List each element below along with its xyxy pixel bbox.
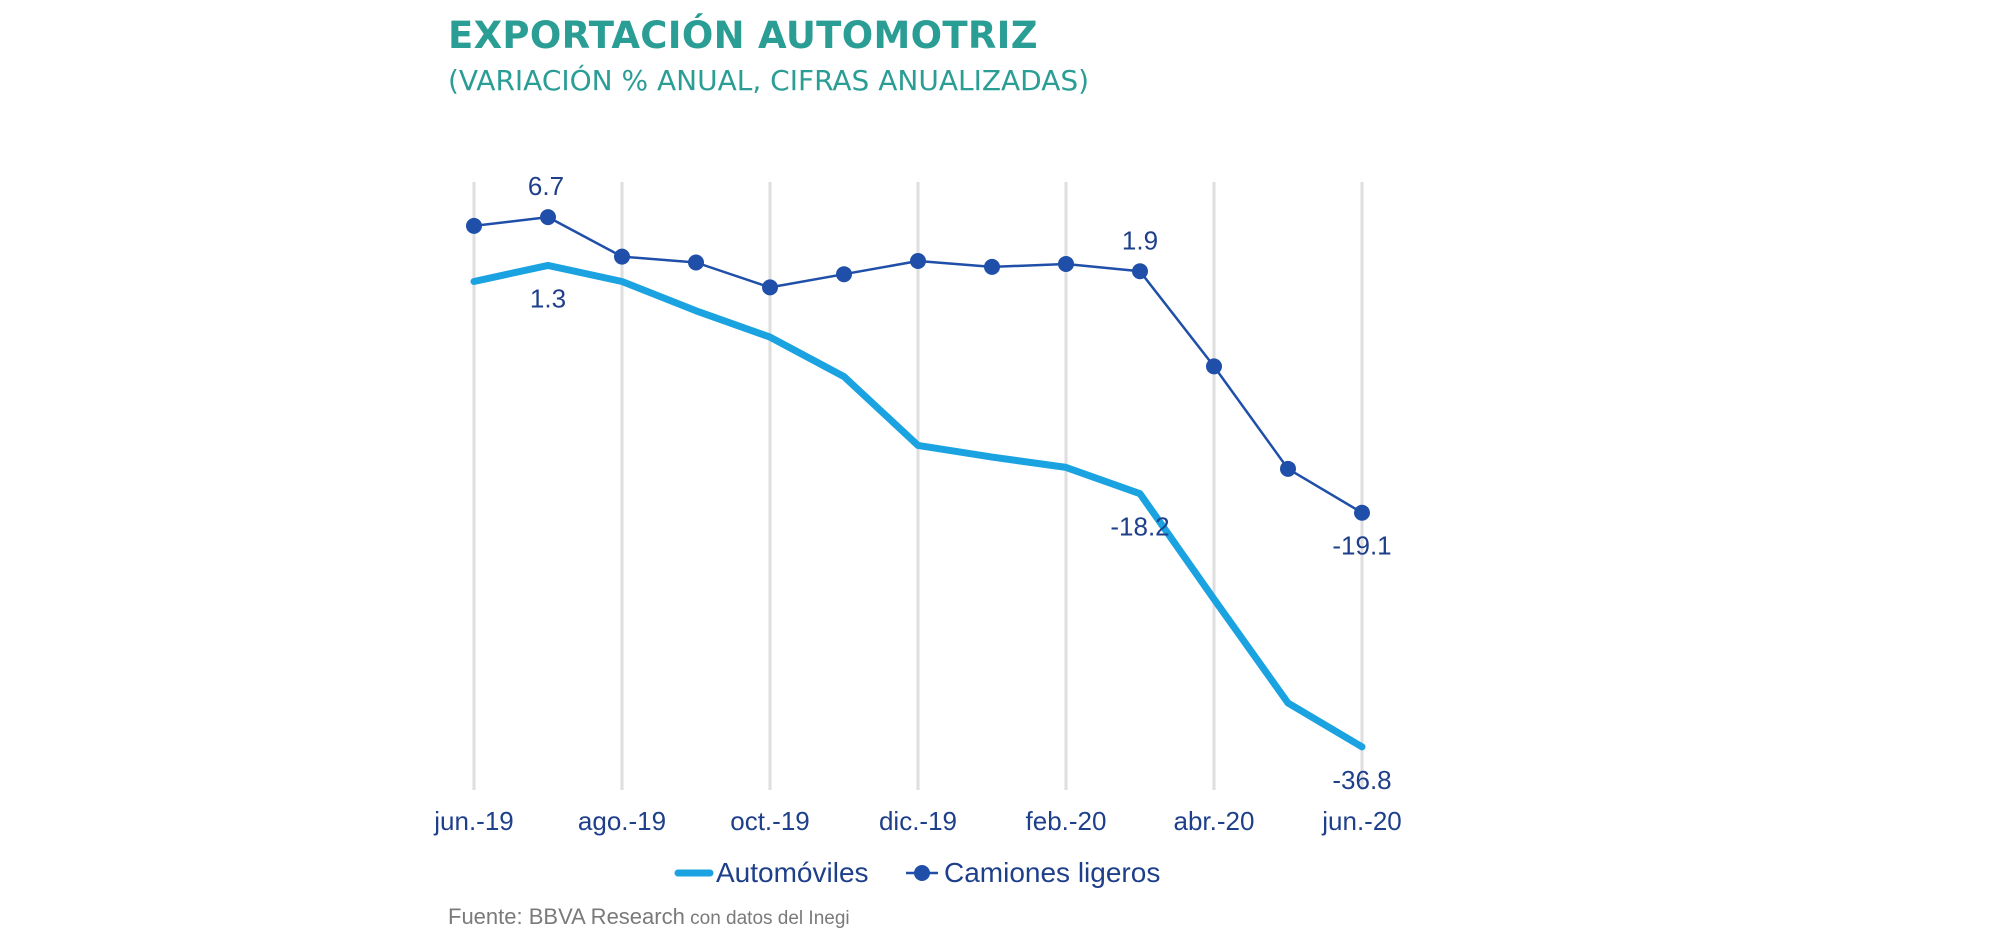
data-labels: 1.3 -18.2 -36.8 6.7 1.9 -19.1: [528, 171, 1392, 795]
data-label: 1.3: [530, 283, 566, 313]
series-line-0: [470, 261, 1366, 751]
data-label: -19.1: [1332, 531, 1391, 561]
x-tick-label: oct.-19: [730, 806, 810, 836]
legend-label: Automóviles: [716, 857, 869, 888]
data-point: [540, 209, 556, 226]
x-tick-label: jun.-20: [1321, 806, 1402, 836]
data-point: [910, 253, 926, 270]
data-label: -18.2: [1110, 512, 1169, 542]
data-label: 6.7: [528, 171, 564, 201]
data-point: [1058, 255, 1074, 272]
data-point: [762, 279, 778, 296]
data-point: [1132, 263, 1148, 280]
data-point: [614, 248, 630, 265]
data-point: [1280, 460, 1296, 477]
chart-title: EXPORTACIÓN AUTOMOTRIZ: [448, 14, 1038, 57]
grid-lines: [472, 182, 1364, 790]
x-tick-label: feb.-20: [1026, 806, 1107, 836]
data-point: [1354, 504, 1370, 521]
data-point: [1206, 358, 1222, 375]
data-point: [688, 254, 704, 271]
data-label: 1.9: [1122, 225, 1158, 255]
chart-subtitle: (VARIACIÓN % ANUAL, CIFRAS ANUALIZADAS): [448, 64, 1090, 97]
x-tick-label: dic.-19: [879, 806, 957, 836]
source-main: Fuente: BBVA Research: [448, 904, 685, 929]
legend: Automóviles Camiones ligeros: [674, 857, 1160, 888]
x-tick-label: jun.-19: [433, 806, 514, 836]
data-point: [984, 258, 1000, 275]
legend-swatch-marker: [914, 865, 930, 881]
data-point: [836, 266, 852, 283]
data-point: [466, 217, 482, 234]
source-detail: con datos del Inegi: [684, 908, 850, 929]
x-axis-ticks: jun.-19 ago.-19 oct.-19 dic.-19 feb.-20 abr.-…: [433, 806, 1402, 836]
data-markers: [466, 209, 1370, 521]
source-note: Fuente: BBVA Research con datos del Ineg…: [448, 904, 850, 930]
data-label: -36.8: [1332, 765, 1391, 795]
x-tick-label: ago.-19: [578, 806, 666, 836]
legend-label: Camiones ligeros: [944, 857, 1160, 888]
x-tick-label: abr.-20: [1174, 806, 1255, 836]
